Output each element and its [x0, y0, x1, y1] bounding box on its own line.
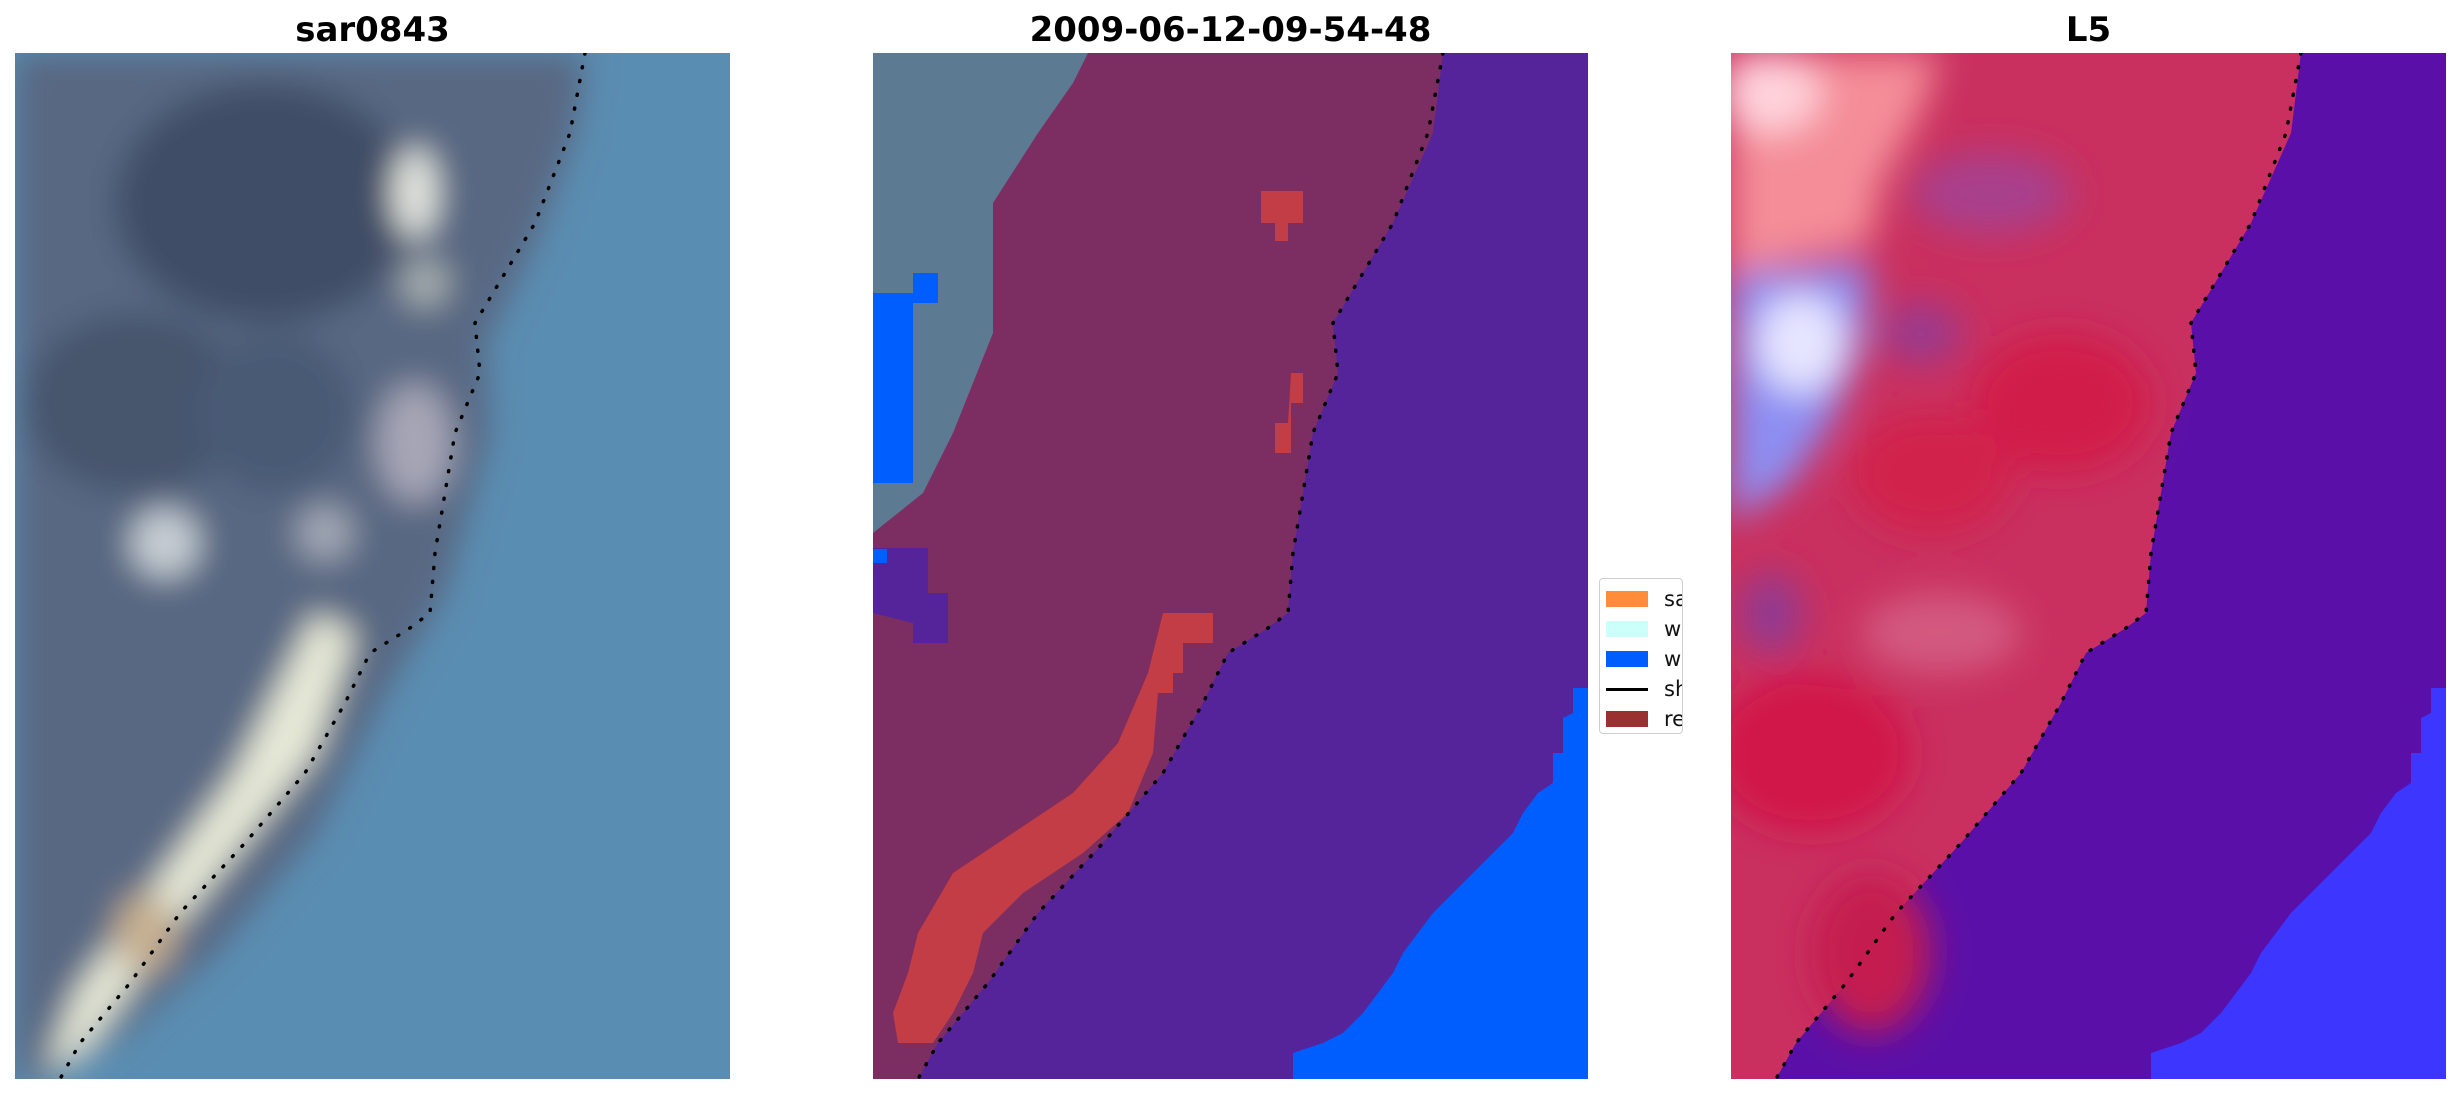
panel-title-index: L5	[2065, 10, 2112, 50]
legend-item-sand: sand	[1606, 587, 1682, 611]
legend-item-shoreline: shorel	[1606, 677, 1682, 701]
rgb-image-panel	[15, 53, 730, 1079]
panel-title-rgb: sar0843	[295, 10, 450, 50]
legend-swatch-sand	[1606, 591, 1648, 607]
legend: sand whitew water shorel referer	[1599, 578, 1683, 734]
legend-label-reference: referer	[1664, 707, 1682, 731]
legend-label-sand: sand	[1664, 587, 1682, 611]
index-image-panel	[1731, 53, 2446, 1079]
legend-item-whitewater: whitew	[1606, 617, 1682, 641]
legend-line-shoreline	[1606, 687, 1648, 691]
legend-item-water: water	[1606, 647, 1682, 671]
legend-label-water: water	[1664, 647, 1682, 671]
legend-swatch-water	[1606, 651, 1648, 667]
legend-label-whitewater: whitew	[1664, 617, 1682, 641]
index-image	[1731, 53, 2446, 1079]
legend-swatch-reference	[1606, 711, 1648, 727]
legend-swatch-whitewater	[1606, 621, 1648, 637]
classified-image-panel	[873, 53, 1588, 1079]
panel-title-classified: 2009-06-12-09-54-48	[1029, 10, 1432, 50]
rgb-image	[15, 53, 730, 1079]
legend-item-reference: referer	[1606, 707, 1682, 731]
classified-image	[873, 53, 1588, 1079]
legend-label-shoreline: shorel	[1664, 677, 1682, 701]
